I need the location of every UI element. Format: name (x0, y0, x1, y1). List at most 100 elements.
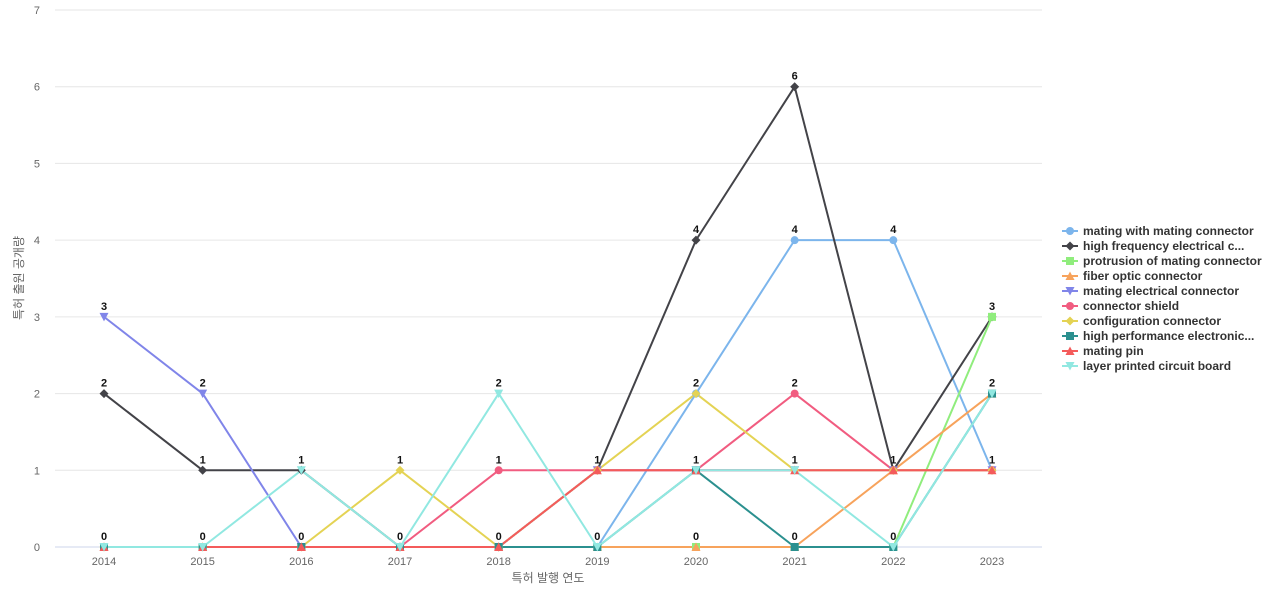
legend-swatch-marker (1066, 302, 1074, 310)
data-label: 0 (693, 531, 699, 543)
legend-item-5[interactable]: mating electrical connector (1062, 284, 1239, 298)
data-label: 1 (693, 454, 699, 466)
data-label: 0 (200, 531, 206, 543)
legend-item-7[interactable]: configuration connector (1062, 314, 1221, 328)
legend-label: protrusion of mating connector (1083, 254, 1262, 268)
series-6-point (494, 466, 503, 475)
y-tick-label: 3 (34, 312, 40, 324)
series-8-point (790, 543, 799, 551)
series-markers (99, 82, 997, 552)
legend-item-10[interactable]: layer printed circuit board (1062, 359, 1231, 373)
series-10-point (296, 466, 306, 475)
legend-item-8[interactable]: high performance electronic... (1062, 329, 1254, 343)
series-10-point (691, 466, 701, 475)
data-label: 2 (496, 378, 502, 390)
data-label: 3 (989, 301, 995, 313)
series-line-10 (104, 392, 993, 548)
data-label: 1 (496, 454, 502, 466)
data-label: 3 (101, 301, 107, 313)
x-tick-label: 2018 (486, 556, 510, 568)
legend-swatch-marker (1065, 241, 1075, 251)
data-label: 4 (792, 224, 799, 236)
series-9-point (494, 542, 504, 551)
legend-item-1[interactable]: mating with mating connector (1062, 224, 1254, 238)
legend-swatch-marker (1065, 287, 1075, 296)
x-tick-label: 2022 (881, 556, 905, 568)
data-label: 1 (397, 454, 403, 466)
legend-item-4[interactable]: fiber optic connector (1062, 269, 1203, 283)
series-5-point (99, 312, 109, 322)
series-1-point (790, 236, 799, 245)
series-2-point (691, 235, 701, 245)
data-label: 0 (792, 531, 798, 543)
legend-label: mating with mating connector (1083, 224, 1254, 238)
series-5-point (198, 389, 208, 399)
legend-label: high performance electronic... (1083, 329, 1254, 343)
x-tick-label: 2021 (782, 556, 806, 568)
series-3-point (988, 312, 996, 321)
legend-label: high frequency electrical c... (1083, 239, 1244, 253)
series-10-point (494, 389, 504, 399)
series-10-point (790, 466, 800, 475)
series-10-point (395, 543, 405, 552)
y-tick-label: 2 (34, 389, 40, 401)
series-7-point (691, 389, 701, 399)
legend-label: mating electrical connector (1083, 284, 1239, 298)
data-label: 2 (693, 378, 699, 390)
x-tick-label: 2019 (585, 556, 609, 568)
data-label: 1 (594, 454, 600, 466)
legend-label: mating pin (1083, 344, 1144, 358)
legend-item-3[interactable]: protrusion of mating connector (1062, 254, 1262, 268)
series-line-5 (103, 316, 992, 548)
series-9-point (888, 465, 898, 475)
legend-label: fiber optic connector (1083, 269, 1203, 283)
legend-swatch-marker (1066, 332, 1074, 340)
data-label: 0 (594, 531, 600, 543)
legend-swatch-marker (1065, 362, 1075, 371)
y-tick-label: 0 (34, 542, 40, 554)
series-lines (103, 85, 993, 548)
legend-item-6[interactable]: connector shield (1062, 299, 1179, 313)
y-tick-label: 1 (34, 465, 40, 477)
x-tick-label: 2014 (92, 556, 116, 568)
series-2-point (198, 465, 208, 475)
data-label: 6 (792, 71, 798, 83)
series-10-point (198, 543, 208, 552)
legend-item-9[interactable]: mating pin (1062, 344, 1144, 358)
y-tick-label: 6 (34, 82, 40, 94)
data-label: 0 (496, 531, 502, 543)
legend-label: connector shield (1083, 299, 1179, 313)
series-10-point (592, 543, 602, 552)
data-label: 2 (200, 378, 206, 390)
data-label: 1 (890, 454, 896, 466)
data-label: 1 (200, 454, 206, 466)
data-label: 0 (890, 531, 896, 543)
series-10-point (99, 543, 109, 552)
x-tick-label: 2016 (289, 556, 313, 568)
x-axis-title: 특허 발행 연도 (512, 570, 585, 585)
series-line-9 (104, 469, 992, 548)
data-label: 0 (101, 531, 107, 543)
series-10-point (987, 389, 997, 399)
x-tick-label: 2020 (684, 556, 708, 568)
legend-swatch-marker (1066, 257, 1074, 265)
data-label: 4 (693, 224, 700, 236)
series-9-point (296, 542, 306, 551)
y-tick-label: 4 (34, 235, 40, 247)
series-line-3 (104, 316, 993, 548)
series-6-point (790, 389, 799, 398)
series-2-point (790, 82, 800, 92)
legend-label: configuration connector (1083, 314, 1221, 328)
legend-item-2[interactable]: high frequency electrical c... (1062, 239, 1244, 253)
x-tick-label: 2015 (190, 556, 214, 568)
data-label: 2 (792, 378, 798, 390)
legend-swatch-marker (1065, 346, 1075, 355)
data-label: 1 (298, 454, 304, 466)
data-label: 1 (792, 454, 798, 466)
data-label: 1 (989, 454, 995, 466)
series-1-point (889, 236, 898, 245)
